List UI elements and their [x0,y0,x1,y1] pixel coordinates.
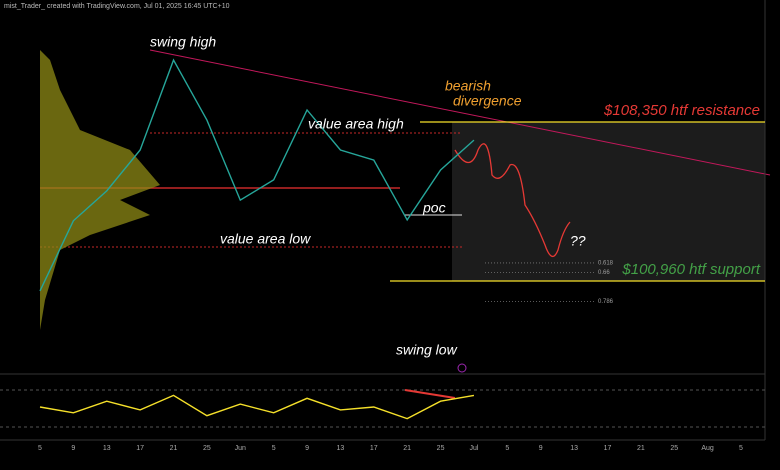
annotation: divergence [453,93,522,109]
header: mist_Trader_ created with TradingView.co… [4,3,230,10]
annotation: bearish [445,78,491,94]
divergence-line [404,389,456,399]
x-tick-label: 13 [103,445,111,452]
trend-line [149,49,771,176]
level-label: 0.618 [598,261,614,267]
series-line [39,394,475,420]
x-tick-label: 25 [437,445,445,452]
x-tick-label: 5 [38,445,42,452]
level-label: 0.786 [598,299,614,305]
volume-profile [40,50,160,330]
x-tick-label: Jul [469,445,478,452]
annotation: swing low [396,342,458,358]
x-tick-label: 17 [604,445,612,452]
marker [457,363,467,373]
x-tick-label: Jun [235,445,246,452]
annotation: swing high [150,34,216,50]
x-tick-label: 17 [136,445,144,452]
x-tick-label: 9 [539,445,543,452]
level-label: $108,350 htf resistance [603,102,760,119]
x-tick-label: 5 [272,445,276,452]
annotation: ?? [570,233,586,249]
x-tick-label: 9 [305,445,309,452]
x-tick-label: 21 [403,445,411,452]
projection-box [452,122,765,281]
x-tick-label: 25 [203,445,211,452]
x-tick-label: 5 [739,445,743,452]
x-tick-label: 17 [370,445,378,452]
annotation: value area high [308,116,404,132]
series-line [39,58,475,292]
annotation: poc [422,200,446,216]
x-tick-label: 21 [637,445,645,452]
projection-path [454,143,571,257]
annotation: value area low [220,231,311,247]
level-label: $100,960 htf support [621,261,760,278]
x-tick-label: 13 [337,445,345,452]
x-tick-label: 13 [570,445,578,452]
x-tick-label: 5 [505,445,509,452]
x-tick-label: 9 [71,445,75,452]
level-label: 0.66 [598,270,610,276]
x-tick-label: 21 [170,445,178,452]
x-tick-label: 25 [670,445,678,452]
x-tick-label: Aug [701,445,714,452]
